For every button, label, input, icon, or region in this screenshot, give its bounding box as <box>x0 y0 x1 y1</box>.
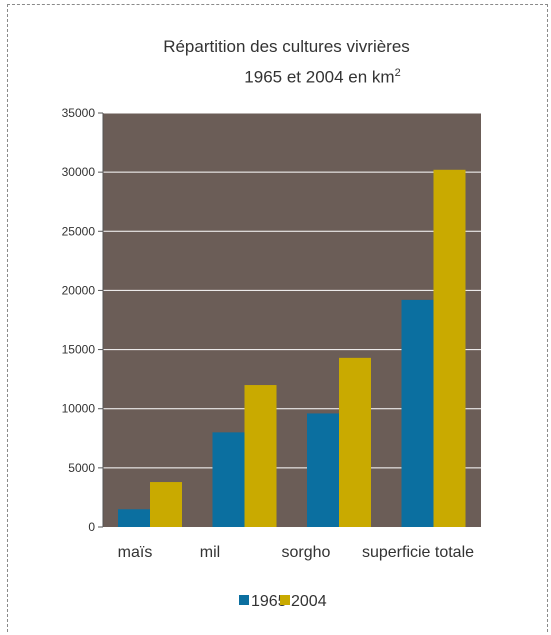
bar-2004-2 <box>339 357 371 527</box>
x-category-label: sorgho <box>282 544 331 561</box>
y-tick-label: 25000 <box>62 224 96 238</box>
x-category-label: superficie totale <box>362 544 474 561</box>
chart-title-superscript: 2 <box>394 67 401 79</box>
y-tick-label: 35000 <box>62 106 96 120</box>
bar-1965-2 <box>307 413 339 527</box>
legend: 1965 2004 <box>239 593 327 610</box>
bar-1965-3 <box>401 299 434 527</box>
bar-1965-0 <box>118 509 150 527</box>
chart-title-years: 1965 et 2004 en km <box>244 67 395 87</box>
y-tick-label: 5000 <box>68 461 95 475</box>
legend-swatch-2004 <box>280 595 290 605</box>
chart-frame <box>7 4 548 632</box>
legend-swatch-1965 <box>239 595 249 605</box>
chart-title: Répartition des cultures vivrières 1965 … <box>0 34 551 91</box>
bar-1965-1 <box>212 432 245 527</box>
bar-2004-3 <box>433 169 466 527</box>
y-tick-label: 0 <box>88 520 95 534</box>
x-category-label: mil <box>200 544 220 561</box>
x-category-label: maïs <box>118 544 153 561</box>
bar-2004-0 <box>150 482 182 527</box>
x-axis-labels: maïs mil sorgho superficie totale <box>118 544 474 561</box>
y-tick-label: 30000 <box>62 165 96 179</box>
chart-title-line-2: 1965 et 2004 en km2 <box>0 60 551 91</box>
chart-title-line-1: Répartition des cultures vivrières <box>163 37 410 56</box>
y-axis: 35000 30000 25000 20000 15000 10000 5000 0 <box>62 106 104 534</box>
y-tick-label: 15000 <box>62 343 96 357</box>
y-tick-label: 10000 <box>62 402 96 416</box>
y-tick-label: 20000 <box>62 283 96 297</box>
bars <box>118 169 466 527</box>
bar-2004-1 <box>244 385 277 527</box>
legend-label-2004: 2004 <box>291 593 327 610</box>
legend-label-1965: 1965 <box>251 593 287 610</box>
